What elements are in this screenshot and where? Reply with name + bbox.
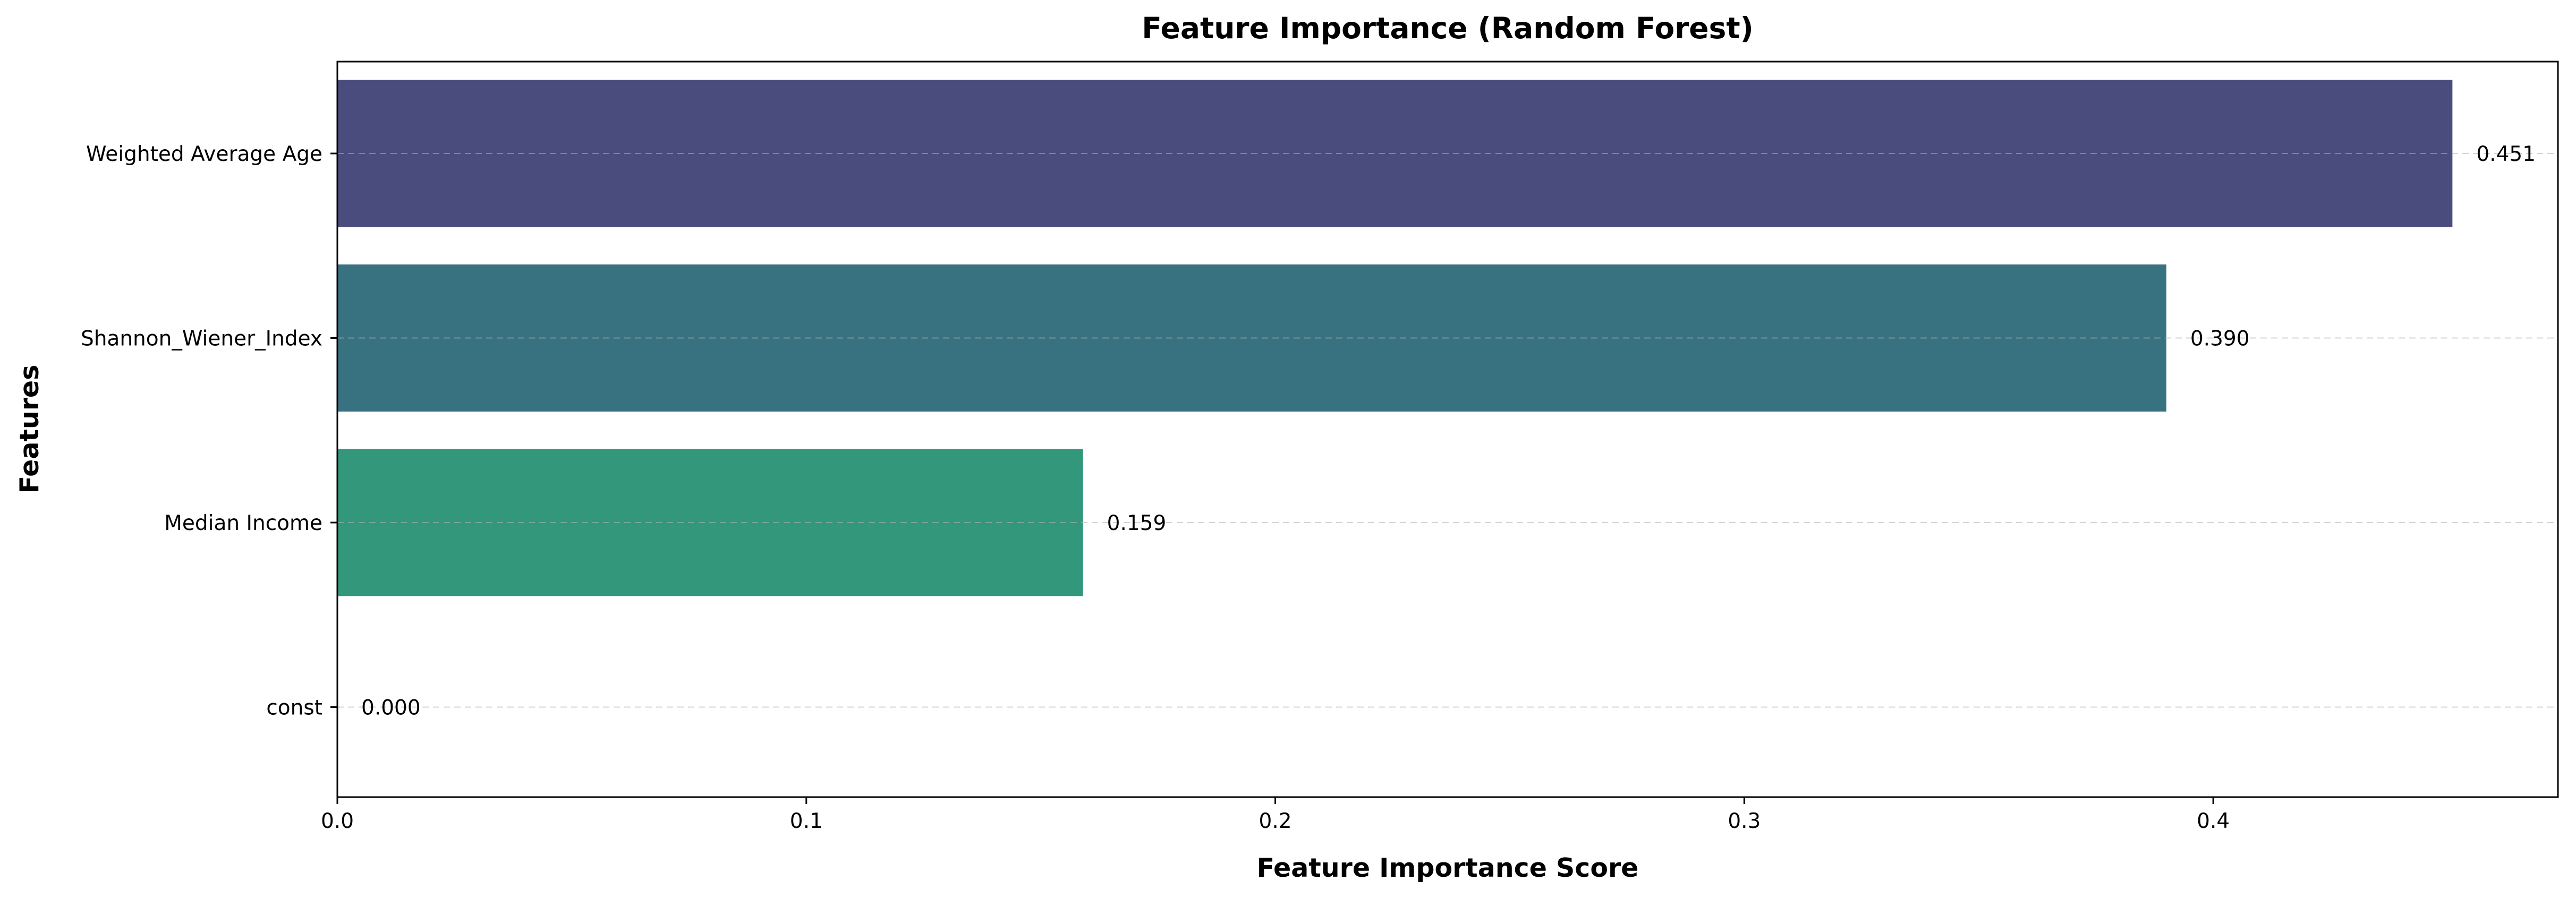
y-tick-label: Shannon_Wiener_Index [81,327,322,351]
y-tick-label: Median Income [164,511,322,535]
y-tick-label: const [266,696,322,720]
x-tick-label: 0.3 [1728,809,1761,833]
value-labels: 0.451 0.390 0.159 0.000 [361,142,2536,720]
x-tick-label: 0.1 [790,809,823,833]
y-axis-label: Features [14,365,45,494]
bar-value-label: 0.390 [2190,327,2250,351]
chart-title: Feature Importance (Random Forest) [1142,11,1754,45]
x-axis-ticks: 0.0 0.1 0.2 0.3 0.4 [321,797,2230,833]
grid-lines [337,153,2558,708]
y-tick-label: Weighted Average Age [86,142,322,166]
bar-value-label: 0.159 [1107,511,1167,535]
plot-frame [336,61,2559,798]
x-tick-label: 0.4 [2197,809,2230,833]
bar-value-label: 0.451 [2476,142,2536,166]
x-tick-label: 0.0 [321,809,354,833]
x-tick-label: 0.2 [1259,809,1292,833]
x-axis-label: Feature Importance Score [1257,853,1639,883]
bar-value-label: 0.000 [361,696,421,720]
y-axis-ticks: Weighted Average Age Shannon_Wiener_Index… [81,142,337,720]
